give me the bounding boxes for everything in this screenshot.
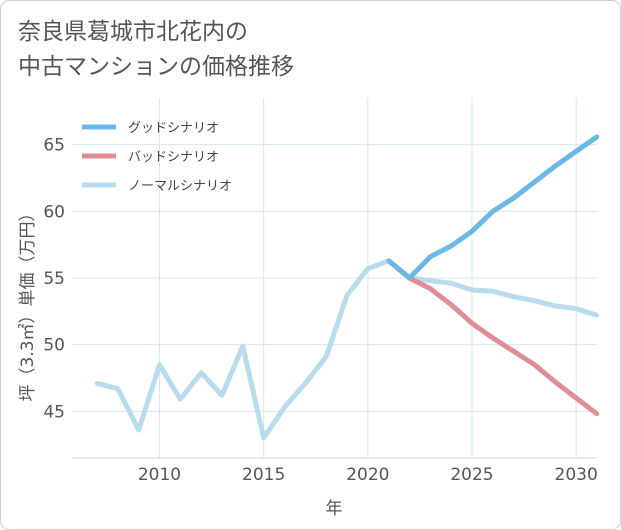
series-2-point-17 xyxy=(449,281,454,286)
series-2-point-20 xyxy=(511,294,516,299)
x-tick-2010: 2010 xyxy=(138,465,181,485)
series-2-point-0 xyxy=(94,381,100,386)
y-tick-60: 60 xyxy=(43,202,65,222)
chart-title: 奈良県葛城市北花内の 中古マンションの価格推移 xyxy=(18,15,294,85)
series-1-point-2 xyxy=(428,286,433,291)
series-0-point-9 xyxy=(574,149,579,154)
series-1-point-3 xyxy=(449,302,454,307)
series-2-point-23 xyxy=(574,306,579,311)
series-2-point-4 xyxy=(178,397,183,402)
series-2-point-21 xyxy=(532,298,537,303)
series-2-point-11 xyxy=(324,354,329,359)
series-2-point-1 xyxy=(115,386,121,391)
legend-label-0: グッドシナリオ xyxy=(128,121,219,136)
series-2-point-3 xyxy=(157,362,162,367)
series-1-point-6 xyxy=(511,349,516,354)
x-tick-2030: 2030 xyxy=(555,465,598,485)
y-tick-labels: 45 50 55 60 65 xyxy=(43,136,65,423)
series-0-point-7 xyxy=(532,179,537,185)
series-2-point-19 xyxy=(490,289,495,294)
x-tick-2015: 2015 xyxy=(242,465,285,485)
series-2-point-10 xyxy=(303,381,308,386)
series-1-point-4 xyxy=(469,321,475,326)
series-1-point-7 xyxy=(532,362,537,367)
y-tick-50: 50 xyxy=(43,336,65,356)
series-1-point-10 xyxy=(594,411,600,417)
series-0-point-5 xyxy=(490,209,495,214)
series-2-point-13 xyxy=(365,266,370,271)
series-0-point-6 xyxy=(511,195,516,201)
series-2-point-18 xyxy=(469,287,475,293)
y-tick-45: 45 xyxy=(43,402,65,422)
legend-label-1: バッドシナリオ xyxy=(128,150,219,165)
series-2-point-6 xyxy=(219,393,225,398)
chart-title-line-2: 中古マンションの価格推移 xyxy=(18,54,294,80)
series-1-point-5 xyxy=(490,335,495,341)
series-0-point-4 xyxy=(469,229,475,234)
legend-label-2: ノーマルシナリオ xyxy=(128,179,232,194)
series-2-point-8 xyxy=(261,435,266,441)
series-2-point-2 xyxy=(136,427,141,433)
y-tick-55: 55 xyxy=(43,269,65,289)
series-0-point-1 xyxy=(407,275,412,281)
series-2-point-22 xyxy=(553,303,558,309)
series-2-point-5 xyxy=(199,370,204,375)
series-2-point-9 xyxy=(282,405,287,410)
series-2-point-24 xyxy=(594,313,600,318)
y-axis-label: 坪（3.3㎡）単価（万円） xyxy=(18,204,38,401)
series-1-point-9 xyxy=(574,395,579,401)
series-1-point-8 xyxy=(553,379,558,385)
x-tick-labels: 2010 2015 2020 2025 2030 xyxy=(138,465,598,485)
series-0-point-3 xyxy=(449,243,454,249)
chart-title-line-1: 奈良県葛城市北花内の xyxy=(18,19,248,45)
grid-lines xyxy=(72,98,597,459)
series-0-point-2 xyxy=(428,254,433,259)
series-0-point-8 xyxy=(553,163,558,169)
series-2-point-12 xyxy=(344,293,350,298)
series-2-point-7 xyxy=(240,343,245,349)
x-axis-label: 年 xyxy=(326,499,343,519)
series-lines xyxy=(94,134,600,441)
y-tick-65: 65 xyxy=(43,136,65,156)
series-0-point-0 xyxy=(386,258,391,263)
x-tick-2020: 2020 xyxy=(346,465,389,485)
series-2-point-16 xyxy=(428,278,433,283)
series-0-point-10 xyxy=(594,134,600,139)
x-tick-2025: 2025 xyxy=(450,465,493,485)
